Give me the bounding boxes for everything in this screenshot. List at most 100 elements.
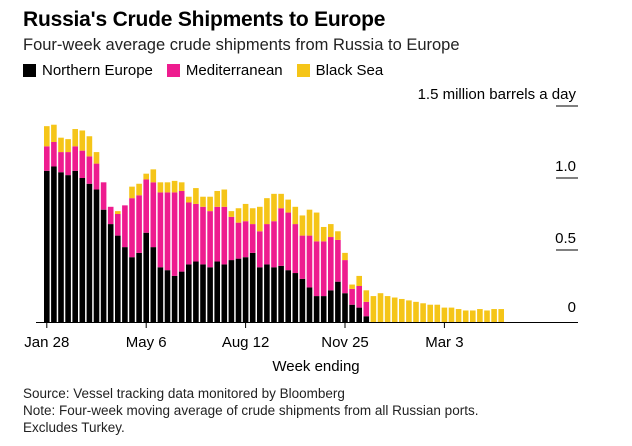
bar-black-sea [320, 226, 327, 242]
bar-black-sea [498, 309, 504, 322]
bar-black-sea [58, 137, 64, 153]
bar-black-sea [150, 169, 157, 183]
bar-northern-europe [150, 247, 157, 322]
bar-black-sea [178, 182, 185, 191]
bar-mediterranean [214, 206, 220, 262]
bar-mediterranean [115, 214, 121, 236]
bar-black-sea [328, 224, 334, 238]
bar-northern-europe [328, 290, 334, 322]
y-tick-label: 0.5 [555, 230, 576, 247]
x-axis-title: Week ending [272, 358, 360, 375]
bar-black-sea [313, 212, 320, 242]
bar-mediterranean [86, 156, 93, 184]
legend-swatch-black-sea [296, 64, 310, 77]
x-tick-label: Nov 25 [321, 334, 369, 351]
legend-swatch-mediterranean [166, 64, 180, 77]
bar-black-sea [441, 307, 448, 322]
bar-northern-europe [257, 267, 263, 322]
bar-mediterranean [320, 241, 327, 297]
bar-mediterranean [342, 260, 348, 294]
bar-black-sea [72, 129, 78, 147]
bar-mediterranean [150, 182, 157, 248]
bar-black-sea [292, 206, 299, 225]
bar-mediterranean [328, 237, 334, 291]
bar-black-sea [306, 209, 313, 236]
bar-northern-europe [335, 281, 341, 322]
bar-black-sea [228, 211, 235, 217]
bar-black-sea [242, 203, 249, 222]
bar-mediterranean [235, 222, 242, 259]
bar-northern-europe [107, 224, 114, 322]
bar-black-sea [377, 293, 384, 322]
bar-mediterranean [299, 235, 306, 279]
footnote-2: Excludes Turkey. [23, 420, 125, 435]
bar-black-sea [335, 231, 341, 240]
bar-mediterranean [349, 288, 355, 305]
bar-northern-europe [79, 178, 86, 322]
bar-black-sea [93, 152, 100, 164]
bar-black-sea [257, 206, 263, 232]
bar-northern-europe [65, 175, 71, 322]
bar-northern-europe [313, 296, 320, 322]
bar-black-sea [427, 304, 433, 322]
bar-black-sea [193, 188, 199, 204]
bar-northern-europe [221, 264, 228, 322]
bar-northern-europe [228, 260, 235, 322]
bar-black-sea [434, 304, 441, 322]
bar-northern-europe [129, 257, 135, 322]
bar-northern-europe [72, 170, 78, 322]
bar-northern-europe [100, 209, 107, 322]
legend-label-black-sea: Black Sea [315, 62, 384, 79]
bar-black-sea [235, 208, 242, 223]
bar-mediterranean [264, 224, 270, 265]
bar-black-sea [285, 199, 291, 213]
bar-black-sea [462, 310, 469, 322]
bar-black-sea [171, 180, 178, 193]
bar-mediterranean [44, 146, 50, 171]
y-tick-label: 1.0 [555, 158, 576, 175]
bar-black-sea [200, 196, 206, 207]
bar-mediterranean [79, 150, 86, 178]
bar-black-sea [79, 130, 86, 151]
bar-mediterranean [335, 239, 341, 282]
y-tick-label: 1.5 million barrels a day [418, 86, 577, 103]
bar-black-sea [413, 301, 419, 322]
bar-northern-europe [193, 261, 199, 322]
bar-black-sea [342, 252, 348, 261]
bar-northern-europe [285, 270, 291, 322]
chart-subtitle: Four-week average crude shipments from R… [23, 36, 460, 54]
bar-black-sea [477, 309, 483, 322]
bar-black-sea [349, 284, 355, 289]
bar-black-sea [214, 190, 220, 207]
bar-northern-europe [143, 232, 149, 322]
bar-black-sea [136, 183, 142, 196]
bar-mediterranean [242, 221, 249, 258]
chart-title: Russia's Crude Shipments to Europe [23, 8, 386, 31]
bar-northern-europe [122, 247, 128, 322]
bar-mediterranean [363, 301, 370, 317]
legend-label-northern-europe: Northern Europe [42, 62, 153, 79]
bar-northern-europe [86, 183, 93, 322]
bar-mediterranean [257, 231, 263, 268]
bar-northern-europe [320, 296, 327, 322]
bar-mediterranean [157, 192, 164, 268]
bar-mediterranean [143, 179, 149, 233]
bar-black-sea [207, 196, 213, 212]
bar-northern-europe [200, 264, 206, 322]
bar-mediterranean [306, 235, 313, 288]
bar-black-sea [448, 307, 455, 322]
bar-northern-europe [186, 264, 192, 322]
bar-mediterranean [193, 203, 199, 262]
bar-northern-europe [44, 170, 50, 322]
bar-mediterranean [285, 212, 291, 271]
bar-black-sea [491, 309, 497, 322]
bar-mediterranean [292, 224, 299, 274]
bar-mediterranean [278, 208, 284, 266]
bar-mediterranean [313, 241, 320, 297]
source-note: Source: Vessel tracking data monitored b… [23, 386, 345, 401]
bar-black-sea [406, 300, 412, 322]
bar-northern-europe [157, 267, 164, 322]
bar-black-sea [420, 303, 426, 322]
bar-black-sea [164, 182, 171, 193]
